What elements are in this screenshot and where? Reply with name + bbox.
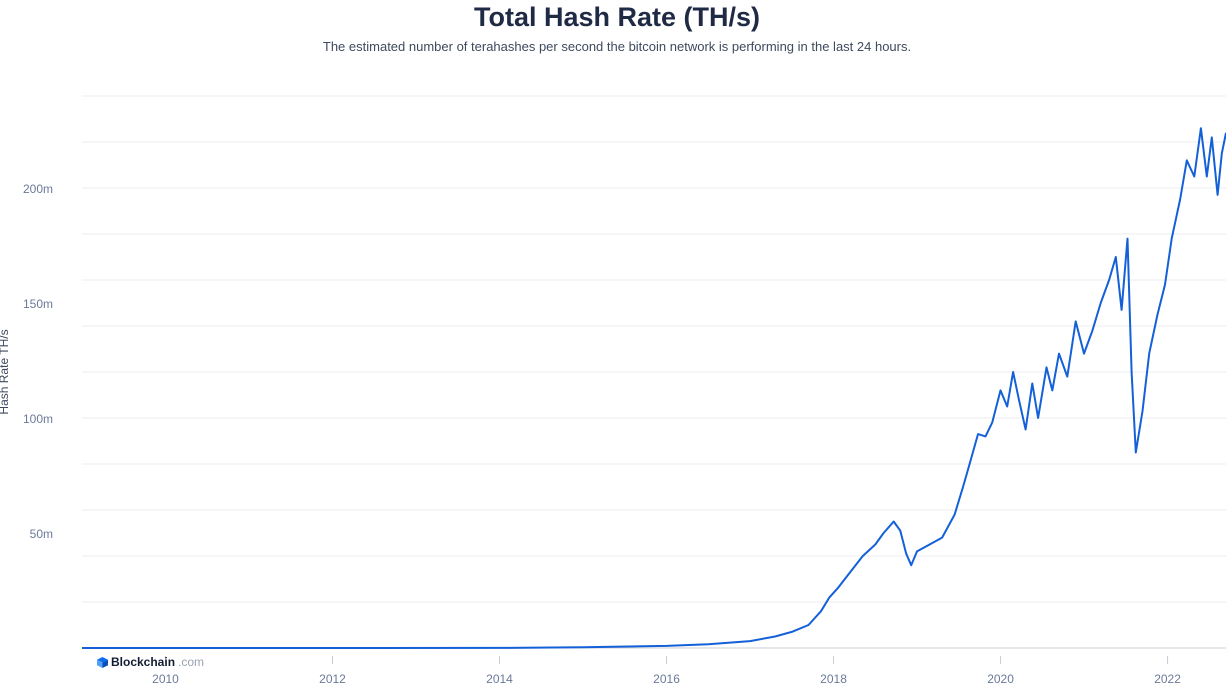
y-tick-label: 150m (23, 297, 53, 311)
x-tick-label: 2016 (653, 672, 680, 686)
x-tick-label: 2012 (319, 672, 346, 686)
brand-suffix: .com (178, 655, 205, 669)
brand-logo[interactable]: Blockchain .com (97, 655, 204, 669)
y-tick-label: 50m (30, 527, 53, 541)
brand-name: Blockchain (111, 655, 176, 669)
y-axis-label: Hash Rate TH/s (0, 329, 11, 414)
x-tick-label: 2020 (987, 672, 1014, 686)
x-tick-label: 2022 (1154, 672, 1181, 686)
hash-rate-series-line (82, 127, 1226, 649)
blockchain-logo-icon (97, 656, 108, 668)
x-tick-label: 2010 (152, 672, 179, 686)
x-tick-label: 2018 (820, 672, 847, 686)
chart-subtitle: The estimated number of terahashes per s… (322, 39, 912, 54)
x-tick-label: 2014 (486, 672, 513, 686)
y-tick-label: 100m (23, 412, 53, 426)
chart-title: Total Hash Rate (TH/s) (473, 2, 761, 32)
y-tick-label: 200m (23, 182, 53, 196)
